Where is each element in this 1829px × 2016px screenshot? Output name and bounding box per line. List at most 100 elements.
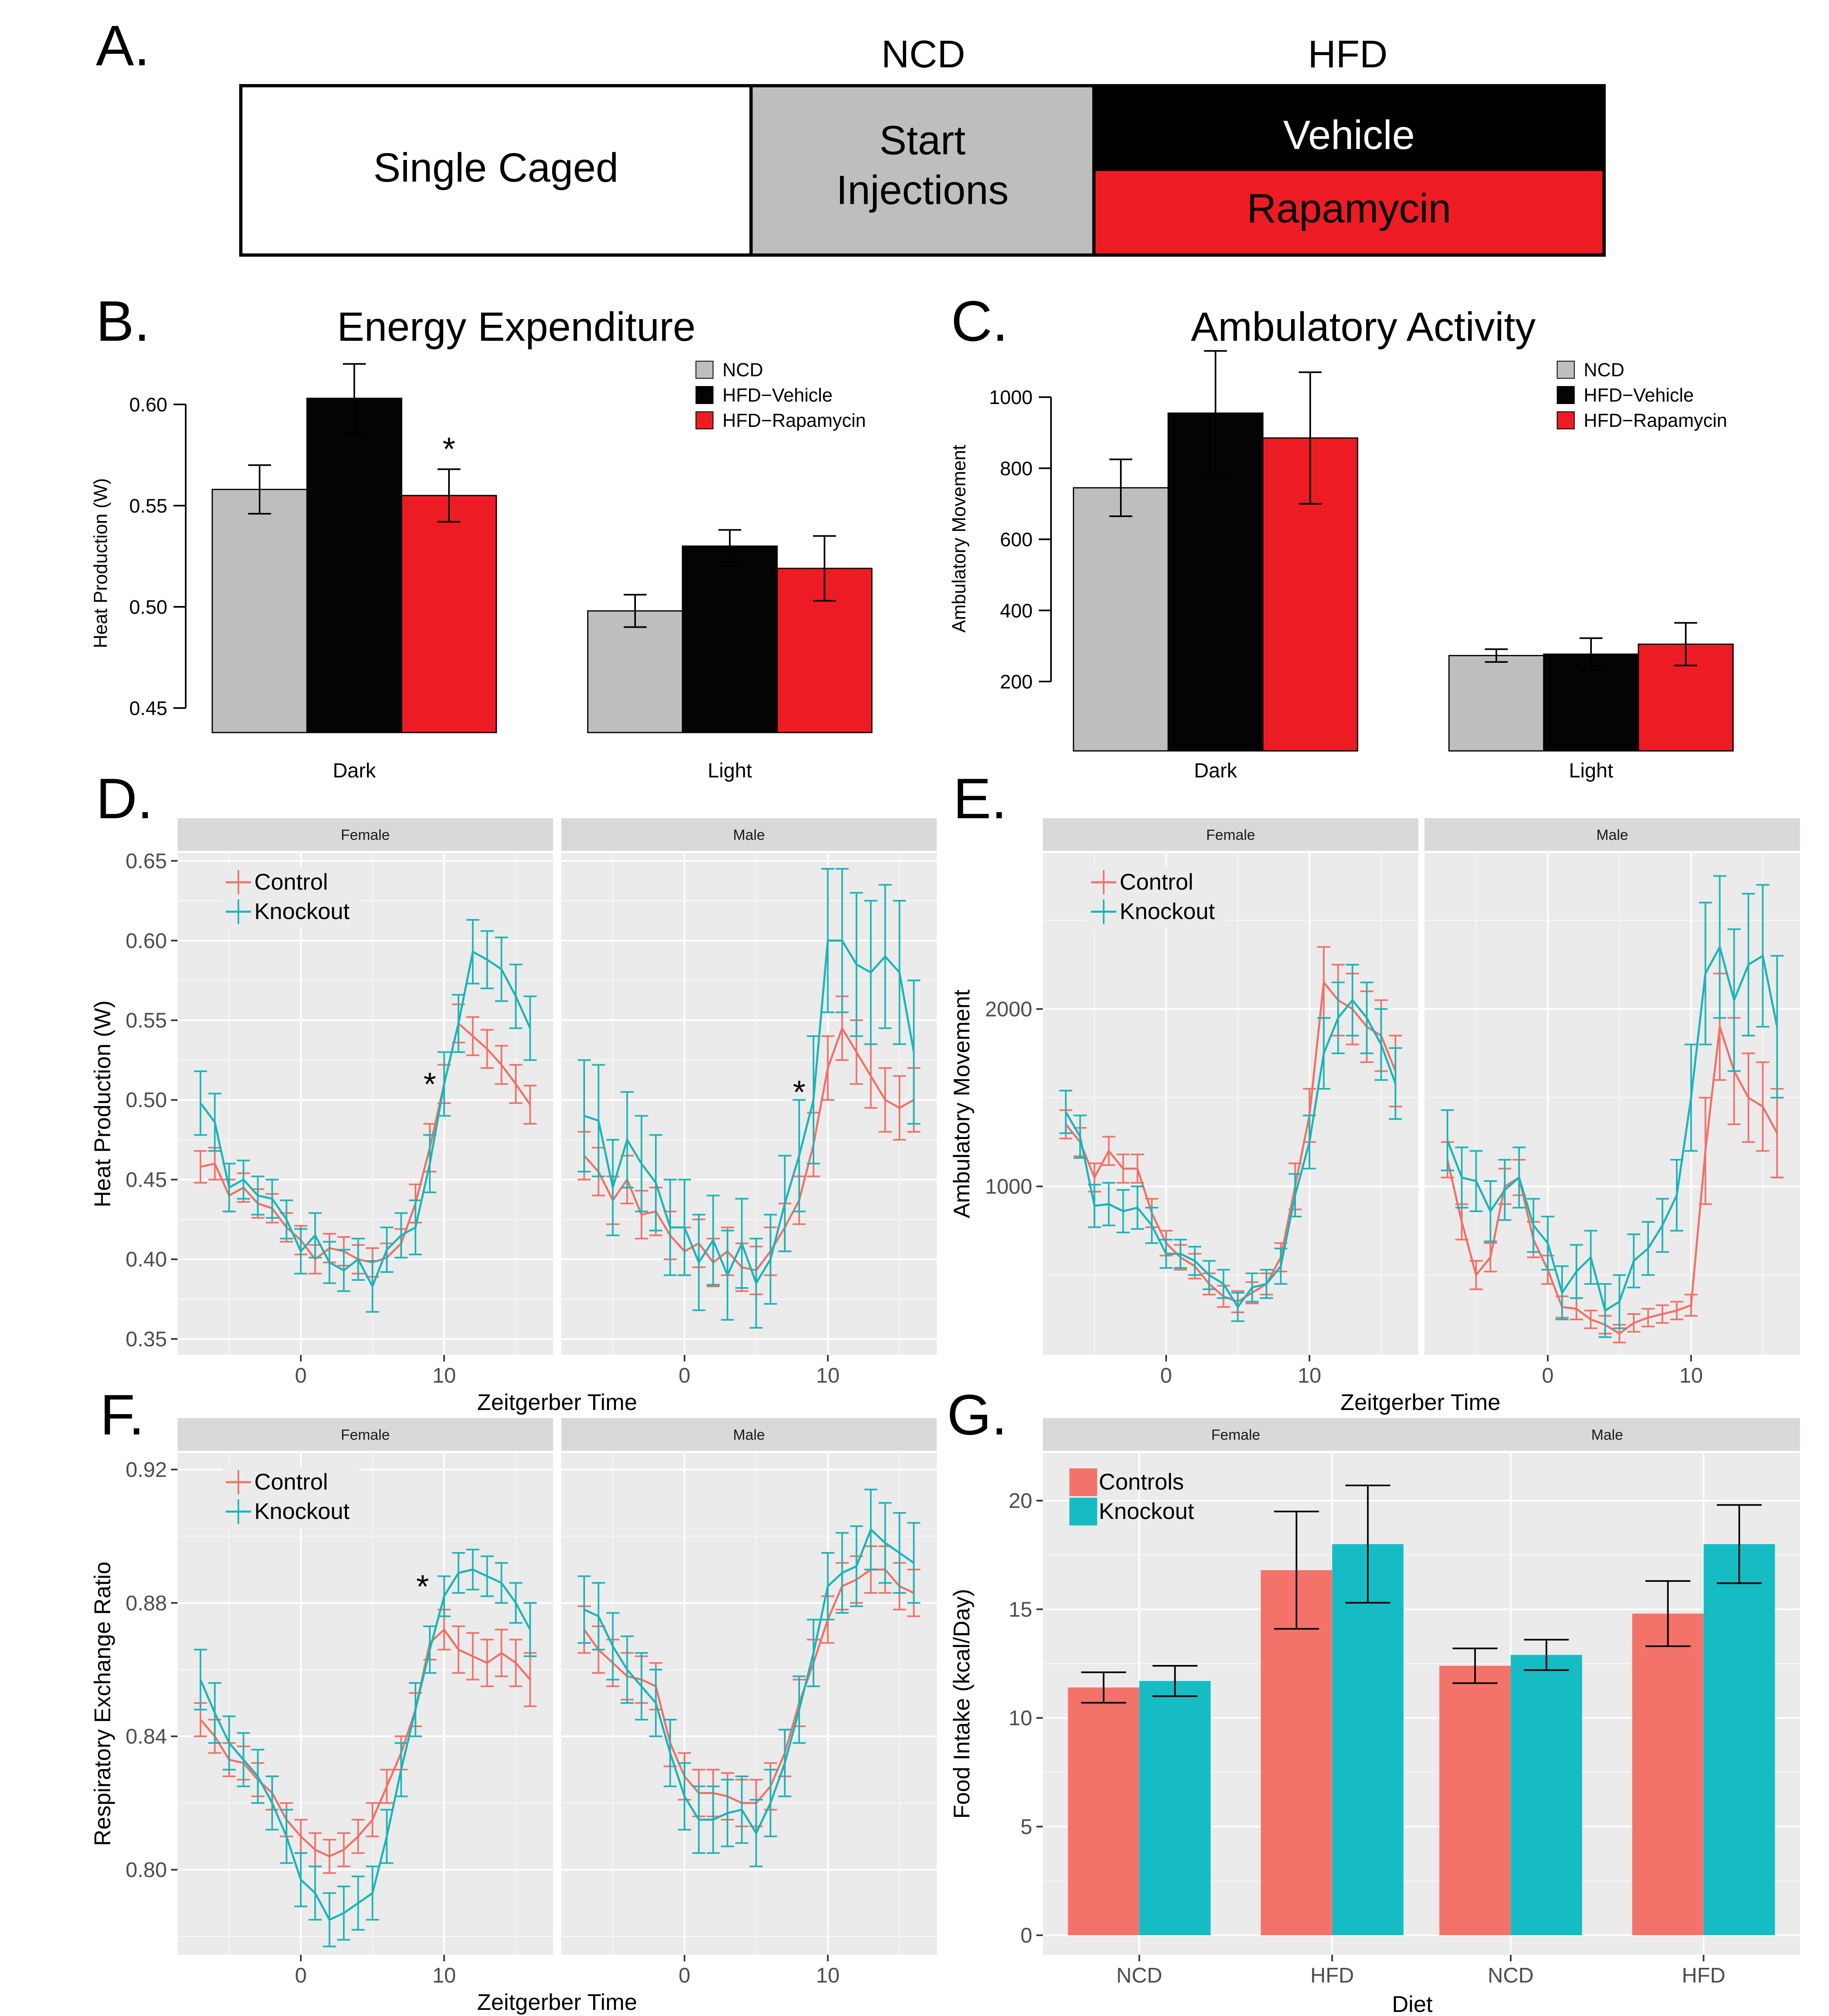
series-line — [583, 1568, 914, 1804]
panel-a: A. NCD HFD Single Caged Start Injections… — [96, 13, 1606, 257]
x-category-label: Light — [708, 759, 752, 782]
timeline-single-caged-box — [239, 84, 753, 257]
y-tick-label: 0.50 — [129, 597, 167, 618]
x-axis-title: Zeitgerber Time — [477, 1989, 637, 2015]
legend-swatch — [1069, 1498, 1097, 1525]
y-tick-label: 0.60 — [129, 394, 167, 416]
bar — [682, 545, 778, 733]
y-tick-label: 0.55 — [129, 495, 167, 517]
series-line — [1446, 944, 1778, 1312]
bar — [211, 488, 308, 733]
legend-swatch — [696, 361, 713, 379]
legend-label: Knockout — [1120, 898, 1215, 924]
panel-label-g: G. — [947, 1383, 1007, 1447]
x-axis-title: Zeitgerber Time — [1340, 1389, 1500, 1415]
chart-title: Energy Expenditure — [337, 304, 696, 350]
x-tick-label: NCD — [1488, 1964, 1534, 1987]
timeline-ncd-header: NCD — [881, 33, 965, 76]
facet-strip-label: Female — [341, 1426, 390, 1443]
facet-strip — [561, 1418, 937, 1451]
x-tick-label: 10 — [1298, 1364, 1321, 1388]
bar — [1073, 487, 1169, 752]
y-tick-label: 0.80 — [126, 1858, 167, 1882]
panel-label-b: B. — [96, 289, 150, 353]
series-line — [584, 939, 915, 1286]
series-line — [583, 1026, 915, 1272]
legend-label: Control — [254, 1469, 328, 1494]
y-tick-label: 0.50 — [126, 1088, 167, 1112]
timeline-vehicle-label: Vehicle — [1283, 112, 1415, 158]
bar — [1332, 1544, 1404, 1936]
chart-food-intake: Female NCD HFD Male NCD HFD 0 5 10 15 20 Food Intak… — [949, 1418, 1800, 2016]
chart-ambulatory-timecourse: Female 0 10 Male 0 10 1000 2000 Ambulatory Movem… — [949, 818, 1800, 1415]
y-tick-label: 0.35 — [126, 1328, 167, 1351]
x-tick-label: 10 — [432, 1964, 456, 1987]
y-axis-title: Respiratory Exchange Ratio — [89, 1561, 115, 1846]
facet-strip-label: Male — [733, 1426, 765, 1443]
x-tick-label: 0 — [679, 1964, 691, 1987]
legend-swatch — [696, 411, 713, 429]
legend-label: NCD — [722, 359, 763, 380]
facet-strip — [1425, 818, 1800, 851]
legend-label: HFD−Vehicle — [1584, 384, 1694, 406]
series-line — [200, 950, 531, 1289]
legend-label: Control — [254, 869, 328, 895]
panel-background — [1043, 853, 1418, 1355]
y-tick-label: 0.88 — [126, 1592, 167, 1615]
series-line — [584, 1528, 915, 1835]
legend-label: HFD−Vehicle — [722, 384, 833, 406]
y-axis-title: Ambulatory Movement — [949, 989, 974, 1218]
series-line — [199, 1568, 531, 1921]
legend-label: Knockout — [1099, 1498, 1194, 1524]
bar — [1068, 1687, 1140, 1936]
y-tick-label: 10 — [1009, 1707, 1032, 1730]
panel-label-c: C. — [951, 289, 1008, 353]
panel-background — [1425, 853, 1800, 1355]
series-line — [1065, 998, 1397, 1309]
x-tick-label: 10 — [432, 1364, 456, 1388]
bar — [1511, 1655, 1582, 1936]
legend-background — [1088, 867, 1225, 928]
legend-label: HFD−Rapamycin — [1584, 410, 1727, 431]
x-tick-label: HFD — [1310, 1964, 1354, 1987]
chart-ambulatory-activity: Ambulatory Activity 200 400 600 800 1000 Ambul… — [948, 304, 1734, 782]
y-tick-label: 0 — [1020, 1924, 1032, 1947]
facet-strip-label: Male — [733, 826, 765, 843]
series-line — [200, 1628, 531, 1858]
bar — [306, 397, 402, 733]
x-tick-label: 10 — [1679, 1364, 1703, 1388]
facet-strip-label: Female — [341, 826, 390, 843]
significance-marker: * — [423, 1066, 436, 1102]
x-axis-title: Diet — [1392, 1991, 1433, 2016]
bar — [1703, 1544, 1775, 1936]
y-tick-label: 0.40 — [126, 1248, 167, 1272]
y-tick-label: 0.45 — [126, 1168, 167, 1192]
facet-strip — [1043, 1418, 1429, 1451]
legend-label: Knockout — [254, 1498, 350, 1524]
y-tick-label: 400 — [1000, 600, 1033, 622]
y-tick-label: 2000 — [985, 997, 1032, 1021]
x-tick-label: 0 — [1160, 1364, 1172, 1388]
chart-energy-expenditure: Energy Expenditure 0.45 0.50 0.55 0.60 Heat P… — [90, 304, 873, 782]
facet-strip-label: Male — [1596, 826, 1628, 843]
x-tick-label: 0 — [1542, 1364, 1554, 1388]
legend-background — [222, 1467, 359, 1528]
bar — [1632, 1614, 1704, 1936]
y-tick-label: 600 — [1000, 529, 1033, 551]
y-tick-label: 15 — [1009, 1598, 1032, 1621]
timeline-hfd-header: HFD — [1308, 33, 1387, 76]
facet-strip — [561, 818, 937, 851]
panel-label-a: A. — [96, 13, 150, 78]
x-tick-label: HFD — [1682, 1964, 1725, 1987]
y-tick-label: 0.84 — [126, 1725, 167, 1749]
legend-label: Controls — [1099, 1469, 1184, 1494]
panel-label-e: E. — [953, 766, 1007, 830]
timeline-start-label: Start — [879, 118, 965, 163]
chart-title: Ambulatory Activity — [1191, 304, 1536, 350]
panel-background — [561, 853, 937, 1355]
y-tick-label: 1000 — [985, 1175, 1032, 1199]
legend-label: NCD — [1584, 359, 1625, 380]
facet-strip-label: Female — [1206, 826, 1255, 843]
legend-label: HFD−Rapamycin — [722, 410, 866, 431]
